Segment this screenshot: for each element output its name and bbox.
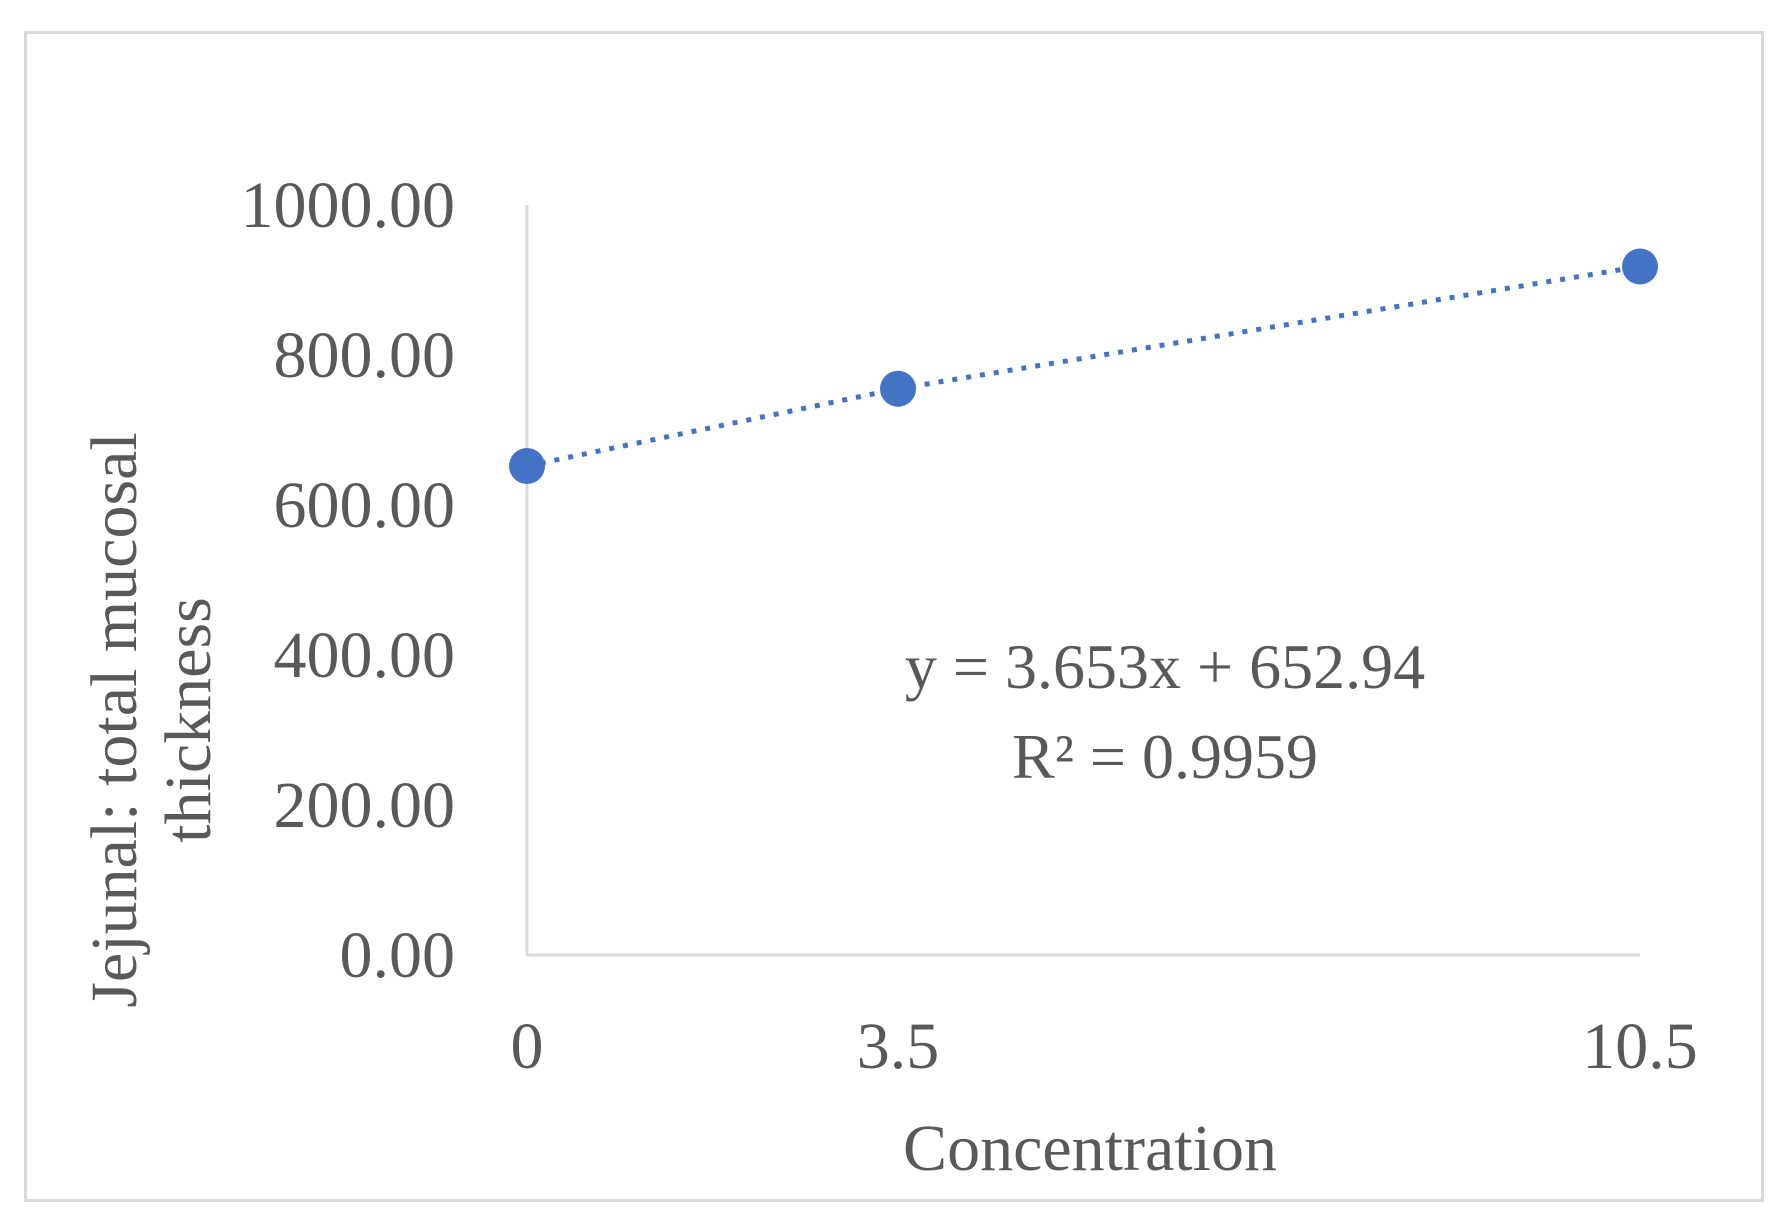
y-axis-title-line-1: Jejunal: total mucosal: [78, 432, 151, 1008]
x-tick-label: 3.5: [857, 1010, 940, 1083]
data-point: [1622, 248, 1658, 285]
trendline-group: [526, 264, 1641, 469]
chart-frame: [24, 31, 1764, 1202]
y-tick-label: 800.00: [274, 319, 456, 392]
y-axis-title-line-2: thickness: [152, 597, 225, 843]
y-tick-label: 1000.00: [241, 169, 456, 242]
trendline-equation: y = 3.653x + 652.94: [905, 631, 1425, 702]
y-tick-label: 400.00: [274, 619, 456, 692]
data-point: [509, 448, 545, 484]
data-point: [880, 370, 916, 407]
r-squared-label: R² = 0.9959: [1012, 721, 1318, 792]
data-points: [509, 248, 1658, 484]
y-tick-label: 200.00: [274, 769, 456, 842]
trendline: [526, 264, 1641, 469]
x-axis: 0 3.5 10.5: [511, 953, 1698, 1083]
y-axis: 0.00 200.00 400.00 600.00 800.00 1000.00: [241, 169, 529, 992]
y-tick-label: 600.00: [274, 469, 456, 542]
y-axis-title: Jejunal: total mucosal thickness: [78, 432, 225, 1008]
x-tick-label: 10.5: [1582, 1010, 1698, 1083]
x-axis-title: Concentration: [903, 1112, 1277, 1185]
y-tick-label: 0.00: [340, 919, 456, 992]
x-tick-label: 0: [511, 1010, 544, 1083]
